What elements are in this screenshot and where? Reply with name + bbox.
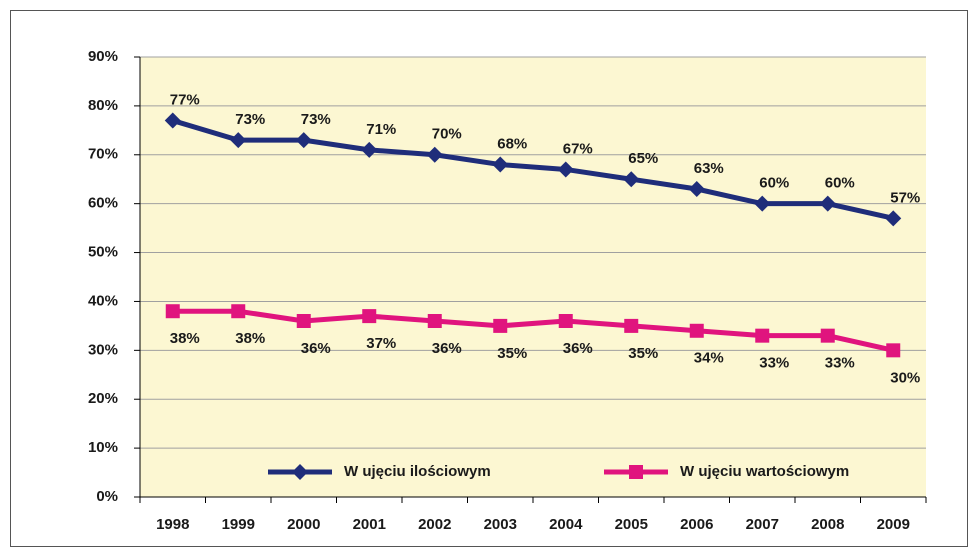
marker — [819, 195, 836, 212]
x-tick-label: 2008 — [811, 516, 844, 533]
data-label: 38% — [235, 330, 265, 347]
marker — [688, 181, 705, 197]
plot-area — [140, 57, 926, 497]
y-tick-label: 30% — [88, 341, 118, 358]
marker — [492, 156, 509, 173]
data-label: 35% — [628, 345, 658, 362]
marker — [165, 304, 180, 319]
marker — [362, 309, 377, 324]
data-label: 38% — [170, 330, 200, 347]
data-label: 36% — [301, 340, 331, 357]
data-label: 65% — [628, 150, 658, 167]
marker — [426, 146, 443, 163]
y-tick-label: 60% — [88, 195, 118, 212]
line — [172, 118, 894, 221]
marker — [624, 318, 639, 333]
data-label: 36% — [432, 340, 462, 357]
x-tick-label: 2003 — [484, 516, 517, 533]
marker — [754, 195, 771, 212]
x-tick-label: 2002 — [418, 516, 451, 533]
data-label: 70% — [432, 126, 462, 143]
x-tick-label: 1998 — [156, 516, 189, 533]
marker — [427, 314, 442, 328]
marker — [493, 318, 508, 333]
data-label: 63% — [694, 160, 724, 177]
marker — [230, 132, 247, 149]
marker — [885, 210, 902, 227]
y-tick-label: 70% — [88, 146, 118, 163]
data-label: 36% — [563, 340, 593, 357]
marker — [558, 314, 573, 328]
marker — [164, 112, 181, 129]
line — [172, 308, 894, 353]
data-label: 60% — [759, 175, 789, 192]
marker — [296, 314, 311, 328]
data-label: 57% — [890, 189, 920, 206]
legend-label: W ujęciu ilościowym — [344, 463, 491, 480]
data-label: 33% — [759, 355, 789, 372]
marker — [292, 464, 308, 480]
data-label: 68% — [497, 136, 527, 153]
marker — [623, 171, 640, 188]
x-tick-label: 1999 — [222, 516, 255, 533]
x-tick-label: 2001 — [353, 516, 386, 533]
marker — [629, 465, 643, 479]
marker — [295, 132, 312, 149]
marker — [361, 141, 378, 158]
y-tick-label: 0% — [96, 488, 118, 505]
x-tick-label: 2004 — [549, 516, 583, 533]
x-tick-label: 2006 — [680, 516, 713, 533]
data-label: 34% — [694, 350, 724, 367]
marker — [557, 161, 574, 178]
data-label: 60% — [825, 175, 855, 192]
y-tick-label: 50% — [88, 244, 118, 261]
y-tick-label: 40% — [88, 292, 118, 309]
marker — [820, 328, 835, 343]
marker — [755, 328, 770, 343]
data-label: 37% — [366, 335, 396, 352]
data-label: 35% — [497, 345, 527, 362]
data-label: 30% — [890, 369, 920, 386]
y-tick-label: 20% — [88, 390, 118, 407]
y-tick-label: 90% — [88, 48, 118, 65]
y-tick-label: 10% — [88, 439, 118, 456]
marker — [886, 343, 901, 358]
x-tick-label: 2005 — [615, 516, 648, 533]
data-label: 33% — [825, 355, 855, 372]
x-tick-label: 2009 — [877, 516, 910, 533]
marker — [231, 304, 246, 319]
marker — [689, 323, 704, 338]
x-tick-label: 2000 — [287, 516, 320, 533]
data-label: 73% — [301, 111, 331, 128]
data-label: 67% — [563, 140, 593, 157]
data-label: 73% — [235, 111, 265, 128]
data-label: 77% — [170, 92, 200, 109]
y-tick-label: 80% — [88, 97, 118, 114]
legend-label: W ujęciu wartościowym — [680, 463, 849, 480]
x-tick-label: 2007 — [746, 516, 779, 533]
data-label: 71% — [366, 121, 396, 138]
